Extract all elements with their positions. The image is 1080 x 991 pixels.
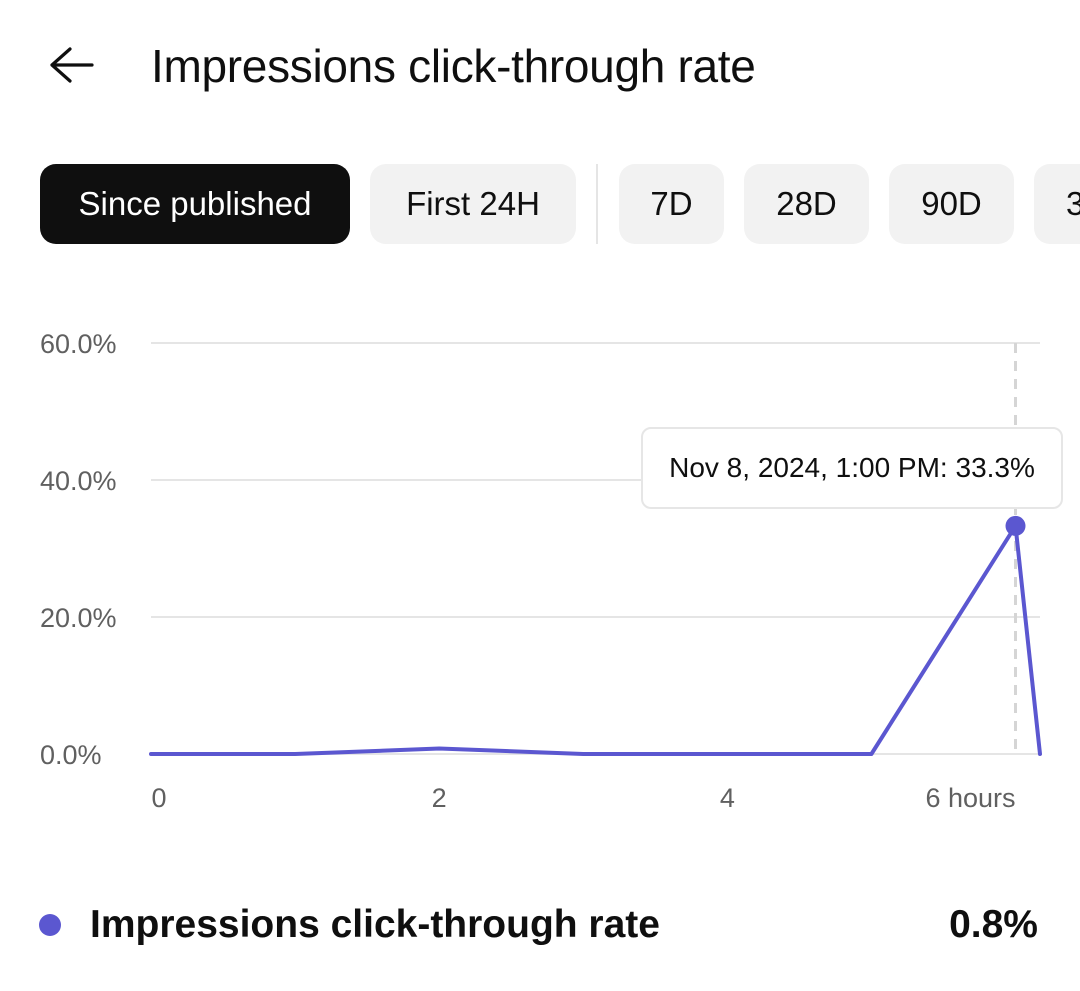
y-tick-label: 40.0% <box>40 466 117 496</box>
back-button[interactable] <box>36 30 106 100</box>
y-tick-label: 0.0% <box>40 740 102 770</box>
x-tick-label: 4 <box>720 783 735 813</box>
legend-color-dot <box>39 914 61 936</box>
chip-first-24h[interactable]: First 24H <box>370 164 576 244</box>
chip-7d[interactable]: 7D <box>619 164 724 244</box>
chip-since-published[interactable]: Since published <box>40 164 350 244</box>
chip-90d[interactable]: 90D <box>889 164 1014 244</box>
x-tick-label: 0 <box>151 783 166 813</box>
series-line <box>149 523 1042 756</box>
chart-tooltip: Nov 8, 2024, 1:00 PM: 33.3% <box>641 427 1063 509</box>
y-tick-label: 20.0% <box>40 603 117 633</box>
page-title: Impressions click-through rate <box>151 40 756 92</box>
x-tick-label: 6 hours <box>925 783 1015 813</box>
arrow-left-icon <box>50 47 94 83</box>
ctr-line-chart: 0.0% 20.0% 40.0% 60.0% 0 2 4 6 hours <box>40 329 1042 813</box>
y-tick-label: 60.0% <box>40 329 117 359</box>
time-range-chips: Since published First 24H 7D 28D 90D 3 <box>0 164 1080 244</box>
chip-365d[interactable]: 3 <box>1034 164 1080 244</box>
x-tick-label: 2 <box>432 783 447 813</box>
chip-28d[interactable]: 28D <box>744 164 869 244</box>
highlighted-data-point[interactable] <box>1005 515 1026 536</box>
chip-divider <box>596 164 598 244</box>
legend-value: 0.8% <box>949 903 1038 946</box>
legend: Impressions click-through rate 0.8% <box>0 895 1080 959</box>
legend-label: Impressions click-through rate <box>90 903 660 946</box>
